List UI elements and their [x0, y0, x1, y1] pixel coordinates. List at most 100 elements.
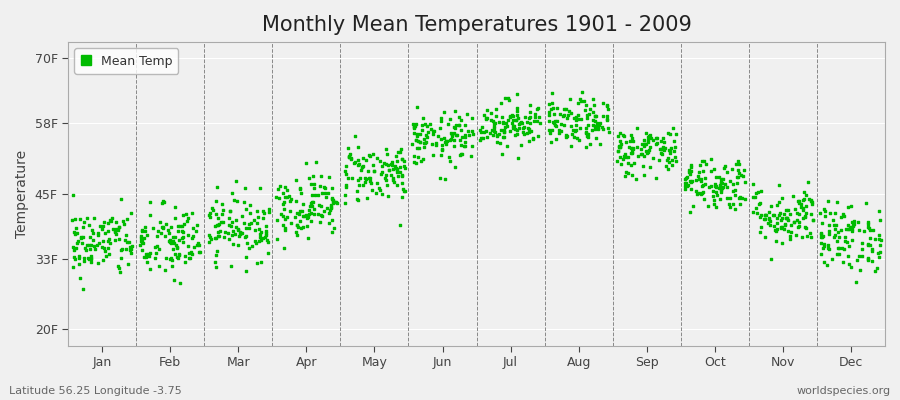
- Point: [646, 137, 661, 143]
- Point: [726, 201, 741, 208]
- Point: [829, 222, 843, 229]
- Point: [115, 246, 130, 252]
- Point: [599, 116, 614, 122]
- Point: [611, 133, 625, 139]
- Point: [706, 166, 721, 172]
- Point: [728, 205, 742, 212]
- Point: [109, 226, 123, 232]
- Point: [772, 182, 787, 189]
- Point: [289, 229, 303, 236]
- Point: [241, 225, 256, 232]
- Point: [600, 106, 615, 112]
- Point: [752, 201, 766, 207]
- Point: [708, 183, 723, 190]
- Point: [490, 139, 504, 146]
- Point: [175, 235, 189, 242]
- Point: [159, 221, 174, 228]
- Point: [150, 228, 165, 234]
- Point: [708, 183, 723, 189]
- Point: [708, 174, 723, 180]
- Point: [412, 131, 427, 138]
- Point: [98, 248, 112, 254]
- Point: [852, 227, 867, 233]
- Point: [509, 108, 524, 114]
- Point: [101, 219, 115, 226]
- Point: [78, 247, 93, 254]
- Point: [209, 235, 223, 241]
- Point: [874, 237, 888, 244]
- Point: [161, 238, 176, 244]
- Point: [778, 221, 793, 227]
- Point: [475, 134, 490, 141]
- Point: [313, 202, 328, 209]
- Point: [225, 232, 239, 238]
- Point: [460, 110, 474, 117]
- Point: [734, 172, 749, 179]
- Point: [581, 111, 596, 117]
- Point: [640, 139, 654, 145]
- Point: [723, 195, 737, 201]
- Point: [426, 152, 440, 158]
- Point: [373, 187, 387, 193]
- Point: [845, 226, 859, 232]
- Point: [733, 194, 747, 200]
- Point: [769, 228, 783, 234]
- Point: [500, 117, 515, 123]
- Point: [457, 143, 472, 150]
- Point: [661, 154, 675, 161]
- Point: [629, 143, 643, 150]
- Point: [547, 117, 562, 124]
- Point: [762, 222, 777, 228]
- Point: [736, 167, 751, 173]
- Point: [698, 175, 713, 181]
- Point: [846, 222, 860, 229]
- Point: [206, 206, 220, 213]
- Point: [294, 207, 309, 214]
- Point: [789, 210, 804, 217]
- Point: [453, 152, 467, 158]
- Point: [803, 230, 817, 236]
- Point: [397, 158, 411, 164]
- Point: [143, 266, 157, 272]
- Point: [814, 234, 829, 240]
- Point: [695, 158, 709, 164]
- Point: [182, 255, 196, 262]
- Point: [418, 139, 433, 146]
- Point: [816, 258, 831, 265]
- Point: [366, 151, 381, 157]
- Point: [626, 145, 640, 151]
- Point: [512, 121, 526, 127]
- Point: [356, 163, 371, 169]
- Point: [176, 239, 190, 246]
- Point: [187, 244, 202, 250]
- Point: [505, 120, 519, 127]
- Point: [324, 204, 338, 210]
- Point: [205, 205, 220, 212]
- Point: [108, 228, 122, 234]
- Point: [613, 144, 627, 150]
- Point: [796, 205, 810, 212]
- Point: [846, 222, 860, 228]
- Point: [567, 133, 581, 140]
- Point: [814, 234, 828, 240]
- Point: [326, 196, 340, 203]
- Point: [522, 137, 536, 144]
- Point: [248, 227, 262, 234]
- Point: [415, 126, 429, 133]
- Point: [562, 96, 577, 102]
- Point: [590, 123, 604, 129]
- Point: [303, 181, 318, 187]
- Point: [643, 132, 657, 139]
- Point: [122, 247, 137, 253]
- Point: [841, 253, 855, 259]
- Point: [407, 153, 421, 160]
- Point: [579, 144, 593, 150]
- Point: [805, 211, 819, 218]
- Point: [248, 237, 262, 244]
- Point: [443, 116, 457, 122]
- Point: [826, 217, 841, 224]
- Point: [641, 136, 655, 143]
- Point: [415, 122, 429, 129]
- Point: [490, 132, 504, 138]
- Point: [569, 114, 583, 120]
